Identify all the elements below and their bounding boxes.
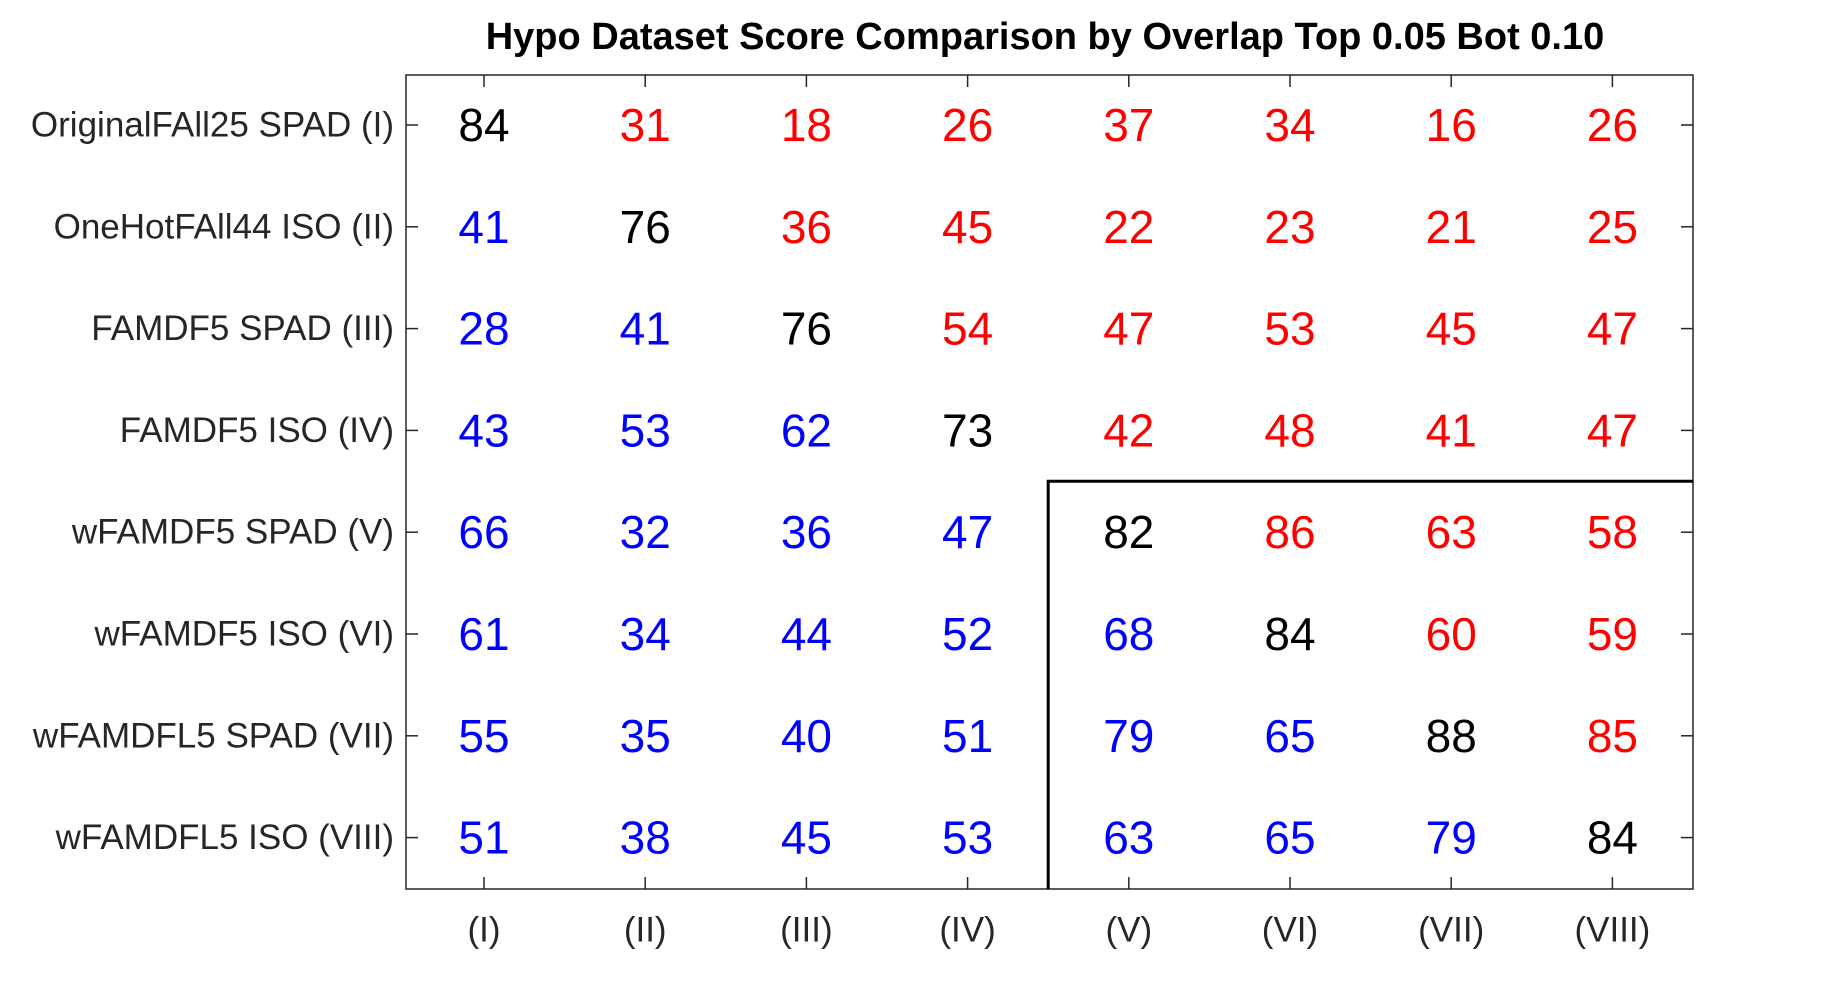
- table-cell: 84: [458, 99, 509, 151]
- table-cell: 26: [942, 99, 993, 151]
- table-cell: 47: [1587, 303, 1638, 355]
- table-cell: 21: [1426, 201, 1477, 253]
- table-cell: 45: [781, 812, 832, 864]
- table-cell: 43: [458, 404, 509, 456]
- table-cell: 23: [1264, 201, 1315, 253]
- table-cell: 31: [620, 99, 671, 151]
- table-cell: 55: [458, 710, 509, 762]
- table-cell: 61: [458, 608, 509, 660]
- column-label: (IV): [939, 911, 995, 950]
- table-cell: 42: [1103, 404, 1154, 456]
- table-cell: 51: [458, 812, 509, 864]
- row-label: wFAMDF5 SPAD (V): [71, 513, 394, 552]
- row-label: wFAMDF5 ISO (VI): [94, 615, 394, 654]
- table-cell: 34: [620, 608, 671, 660]
- table-cell: 54: [942, 303, 993, 355]
- table-cell: 35: [620, 710, 671, 762]
- table-cell: 84: [1264, 608, 1315, 660]
- table-cell: 82: [1103, 506, 1154, 558]
- column-label: (VIII): [1574, 911, 1650, 950]
- column-label: (V): [1105, 911, 1152, 950]
- table-cell: 36: [781, 506, 832, 558]
- table-cell: 51: [942, 710, 993, 762]
- row-label: wFAMDFL5 ISO (VIII): [55, 818, 394, 857]
- table-cell: 66: [458, 506, 509, 558]
- table-cell: 47: [1587, 404, 1638, 456]
- table-cell: 63: [1426, 506, 1477, 558]
- table-cell: 41: [1426, 404, 1477, 456]
- row-label: FAMDF5 SPAD (III): [91, 309, 394, 348]
- table-cell: 16: [1426, 99, 1477, 151]
- table-cell: 32: [620, 506, 671, 558]
- table-cell: 79: [1426, 812, 1477, 864]
- table-cell: 41: [458, 201, 509, 253]
- row-label: OneHotFAll44 ISO (II): [54, 207, 394, 246]
- table-cell: 48: [1264, 404, 1315, 456]
- table-cell: 52: [942, 608, 993, 660]
- table-cell: 68: [1103, 608, 1154, 660]
- table-cell: 88: [1426, 710, 1477, 762]
- table-cell: 34: [1264, 99, 1315, 151]
- table-cell: 84: [1587, 812, 1638, 864]
- table-cell: 60: [1426, 608, 1477, 660]
- row-label: OriginalFAll25 SPAD (I): [31, 106, 394, 145]
- table-cell: 59: [1587, 608, 1638, 660]
- table-cell: 26: [1587, 99, 1638, 151]
- table-cell: 36: [781, 201, 832, 253]
- table-cell: 45: [1426, 303, 1477, 355]
- table-cell: 65: [1264, 710, 1315, 762]
- table-cell: 53: [620, 404, 671, 456]
- table-cell: 47: [1103, 303, 1154, 355]
- table-cell: 65: [1264, 812, 1315, 864]
- row-label: FAMDF5 ISO (IV): [120, 411, 394, 450]
- table-cell: 76: [781, 303, 832, 355]
- table-cell: 53: [942, 812, 993, 864]
- column-label: (II): [624, 911, 667, 950]
- table-cell: 41: [620, 303, 671, 355]
- column-label: (I): [467, 911, 500, 950]
- axis-ticks: [406, 75, 1693, 889]
- table-cell: 63: [1103, 812, 1154, 864]
- table-cell: 18: [781, 99, 832, 151]
- table-cell: 28: [458, 303, 509, 355]
- column-label: (VI): [1262, 911, 1318, 950]
- table-cell: 85: [1587, 710, 1638, 762]
- score-cells: 84 31 18 26 37 34 16 26 41 76 36 45 22 23 21 25 28 41 76 54…: [458, 99, 1638, 864]
- table-cell: 22: [1103, 201, 1154, 253]
- table-cell: 25: [1587, 201, 1638, 253]
- table-cell: 37: [1103, 99, 1154, 151]
- highlight-block-outline: [1046, 479, 1693, 889]
- chart-title: Hypo Dataset Score Comparison by Overlap…: [486, 16, 1605, 58]
- column-label: (VII): [1418, 911, 1484, 950]
- table-cell: 62: [781, 404, 832, 456]
- table-cell: 47: [942, 506, 993, 558]
- table-cell: 73: [942, 404, 993, 456]
- table-cell: 38: [620, 812, 671, 864]
- table-cell: 45: [942, 201, 993, 253]
- table-cell: 86: [1264, 506, 1315, 558]
- table-cell: 76: [620, 201, 671, 253]
- table-cell: 53: [1264, 303, 1315, 355]
- column-labels: (I) (II) (III) (IV) (V) (VI) (VII) (VIII): [467, 911, 1650, 950]
- table-cell: 58: [1587, 506, 1638, 558]
- table-cell: 79: [1103, 710, 1154, 762]
- column-label: (III): [780, 911, 832, 950]
- row-labels: OriginalFAll25 SPAD (I) OneHotFAll44 ISO …: [31, 106, 394, 858]
- table-cell: 44: [781, 608, 832, 660]
- table-cell: 40: [781, 710, 832, 762]
- row-label: wFAMDFL5 SPAD (VII): [32, 716, 394, 755]
